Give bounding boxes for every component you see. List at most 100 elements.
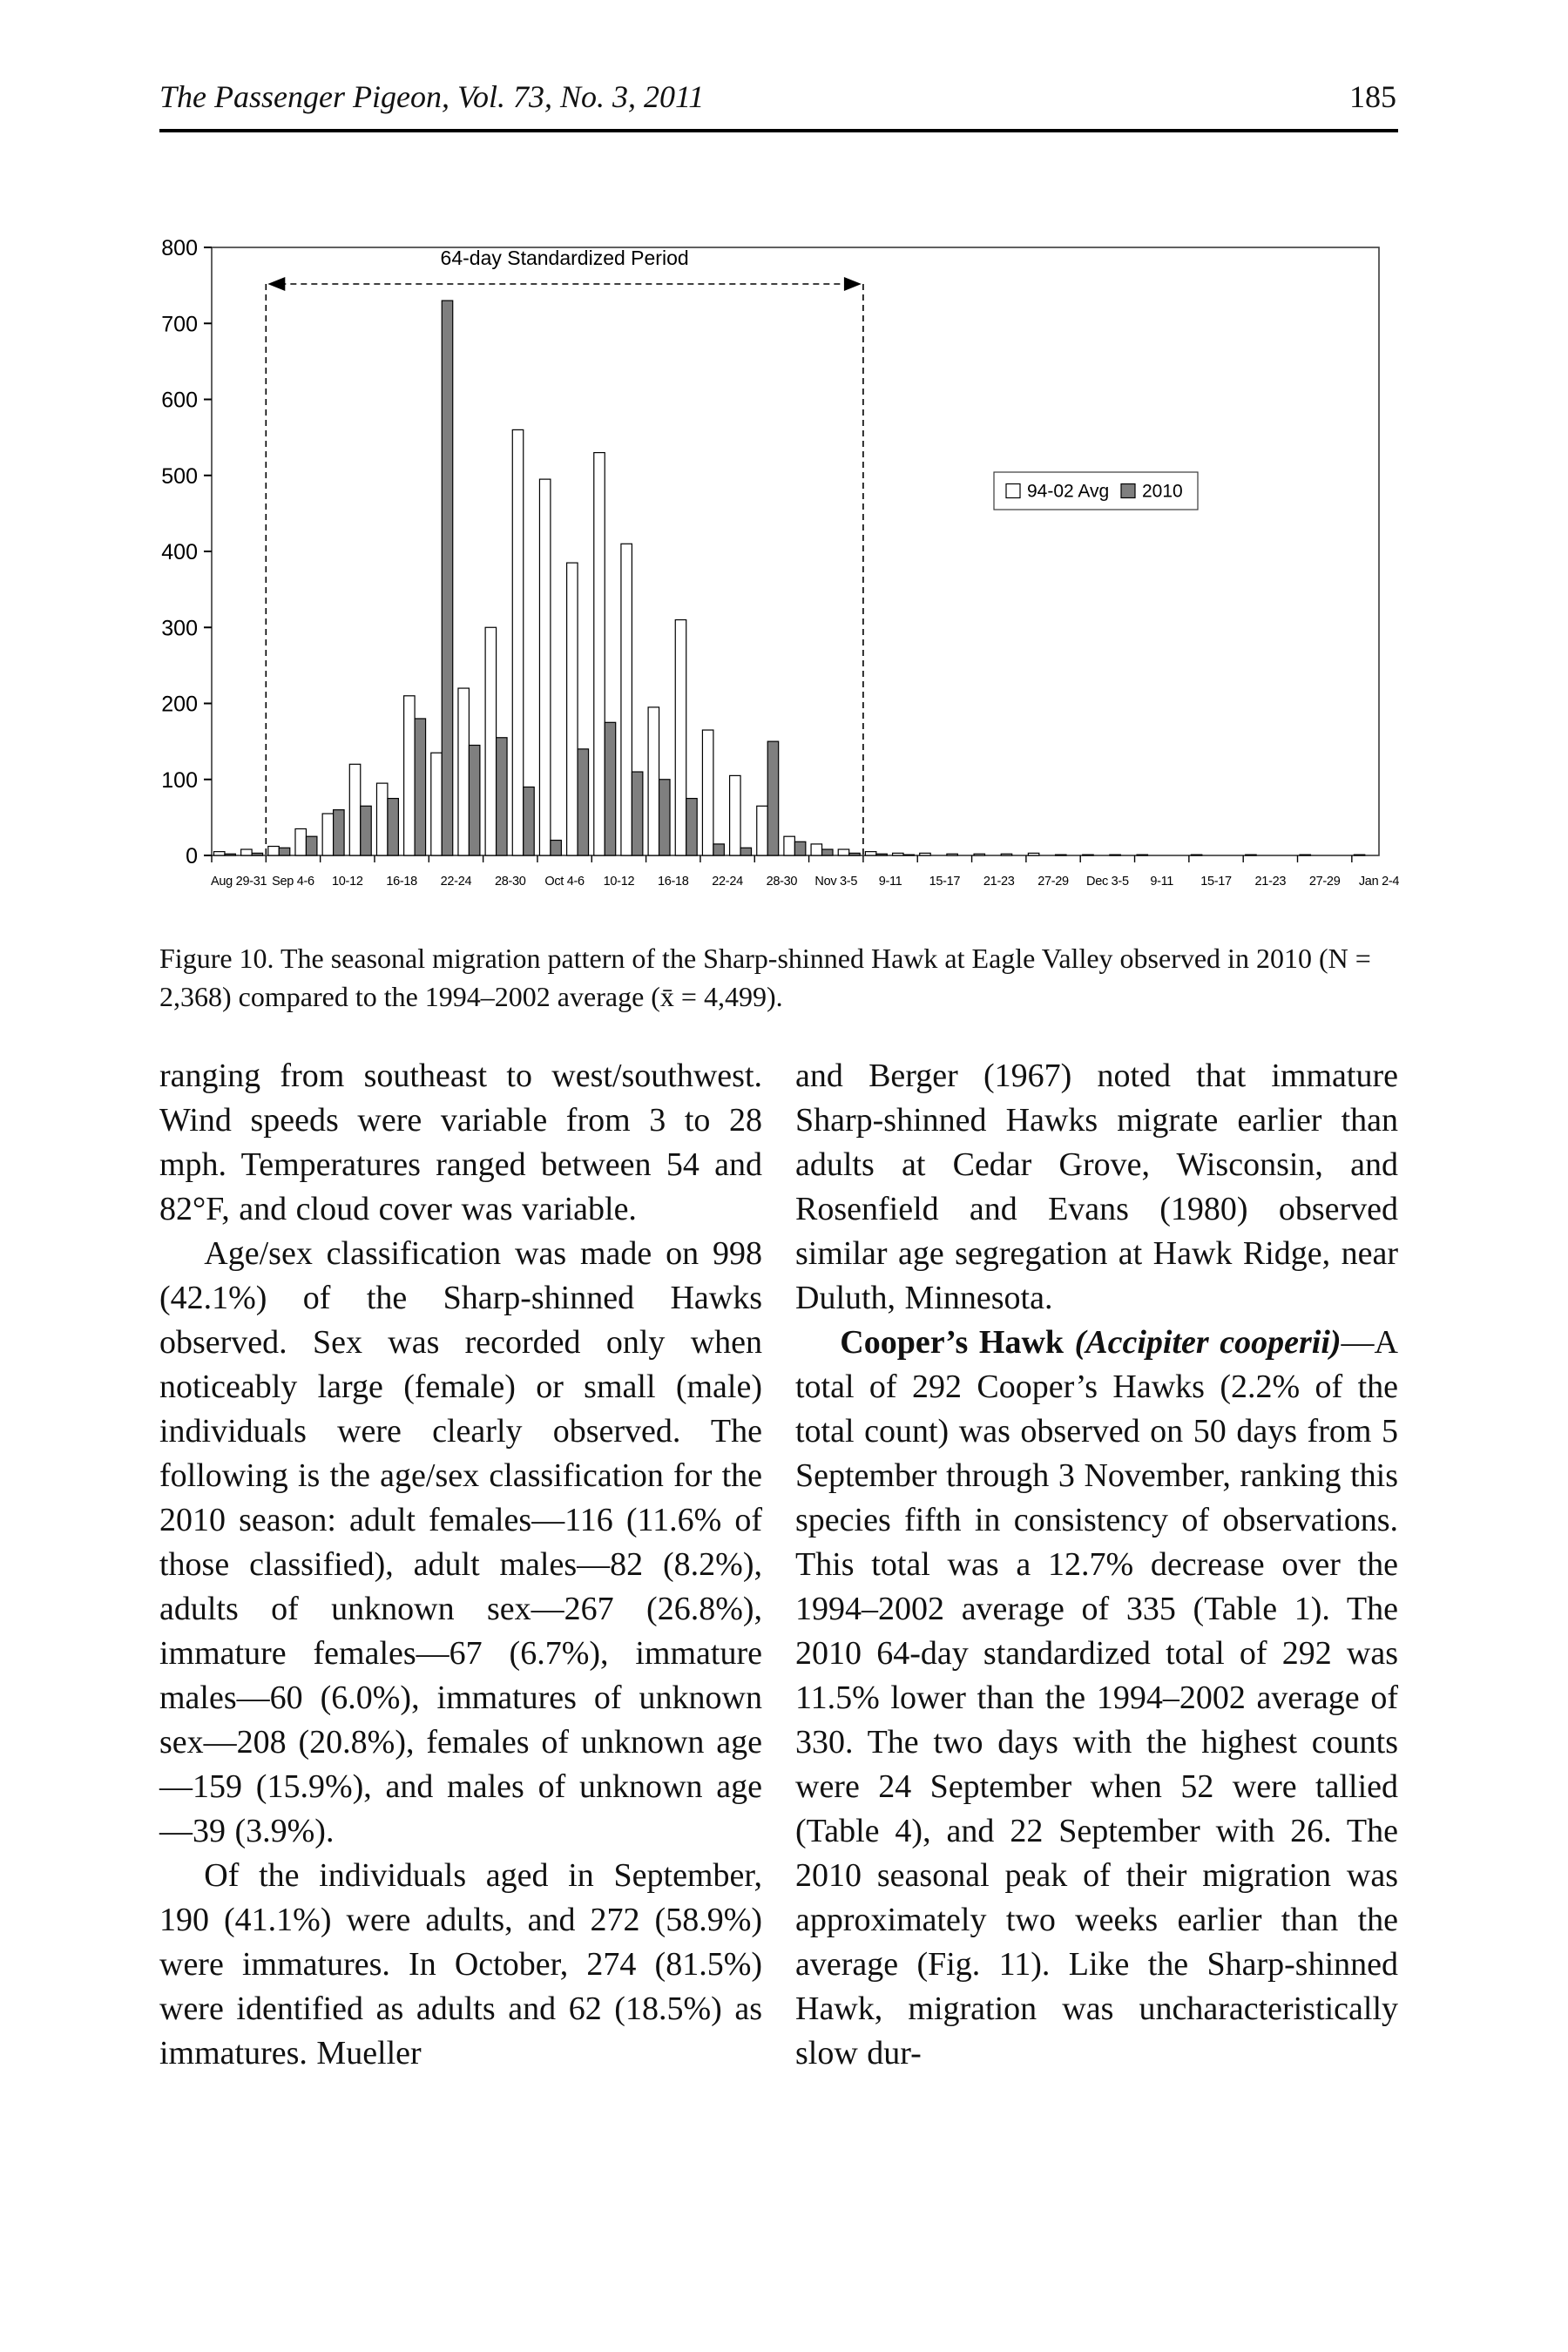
bar-94-02 Avg — [294, 828, 308, 856]
arrowhead-right — [843, 277, 862, 291]
bar-94-02 Avg — [783, 835, 795, 856]
x-tick-label: 10-12 — [604, 875, 635, 889]
species-latin-name: (Accipiter cooperii) — [1074, 1324, 1342, 1361]
bar-2010 — [387, 797, 399, 856]
period-annotation: 64-day Standardized Period — [441, 247, 689, 269]
paragraph-aged-individuals: Of the individuals aged in September, 19… — [159, 1857, 762, 2072]
x-tick-label: 9-11 — [879, 875, 902, 889]
bar-94-02 Avg — [647, 706, 660, 856]
bar-2010 — [713, 843, 725, 856]
bar-94-02 Avg — [891, 852, 904, 856]
paragraph-text: —A total of 292 Cooper’s Hawks (2.2% of … — [795, 1324, 1398, 2072]
x-tick-label: 27-29 — [1309, 875, 1341, 889]
body-columns: ranging from southeast to west/southwest… — [159, 1054, 1398, 2076]
bar-2010 — [875, 853, 888, 856]
y-tick-label: 300 — [161, 616, 198, 640]
bar-94-02 Avg — [864, 851, 877, 856]
plot-area — [211, 247, 1380, 856]
y-tick-label: 0 — [186, 844, 198, 868]
bar-94-02 Avg — [674, 618, 687, 856]
bar-94-02 Avg — [484, 626, 497, 856]
migration-bar-chart: 0 100 200 300 400 500 600 700 800 Aug 29-31 Sep 4-… — [161, 236, 1399, 889]
x-tick-label: Jan 2-4 — [1359, 875, 1399, 889]
bar-2010 — [414, 718, 427, 856]
bar-2010 — [224, 853, 237, 856]
x-tick-label: 9-11 — [1150, 875, 1173, 889]
bar-2010 — [821, 848, 834, 856]
bar-94-02 Avg — [701, 729, 714, 856]
bar-94-02 Avg — [457, 687, 470, 856]
x-tick-label: Aug 29-31 — [211, 875, 267, 889]
bar-2010 — [767, 740, 780, 856]
bar-94-02 Avg — [213, 851, 226, 856]
bar-2010 — [740, 847, 753, 856]
header-rule — [159, 129, 1398, 132]
x-tick-label: 22-24 — [441, 875, 472, 889]
bar-94-02 Avg — [620, 543, 632, 856]
x-tick-label: 28-30 — [767, 875, 798, 889]
bar-94-02 Avg — [593, 451, 605, 856]
bar-94-02 Avg — [375, 782, 389, 856]
bar-94-02 Avg — [430, 752, 443, 856]
bar-2010 — [848, 852, 861, 856]
bar-2010 — [495, 737, 508, 856]
bar-2010 — [523, 786, 535, 856]
species-heading: Cooper’s Hawk — [840, 1324, 1064, 1361]
arrowhead-left — [267, 277, 286, 291]
bar-2010 — [550, 839, 562, 856]
legend-swatch — [1005, 483, 1021, 499]
bar-94-02 Avg — [267, 845, 280, 856]
bar-94-02 Avg — [946, 853, 958, 856]
bar-94-02 Avg — [728, 774, 741, 856]
bar-94-02 Avg — [837, 848, 850, 856]
bar-2010 — [278, 847, 291, 856]
bar-94-02 Avg — [403, 695, 416, 856]
y-tick-label: 500 — [161, 464, 198, 489]
y-tick-label: 700 — [161, 312, 198, 336]
paragraph-weather: ranging from southeast to west/southwest… — [159, 1058, 762, 1227]
bar-94-02 Avg — [348, 763, 362, 856]
x-tick-label: 27-29 — [1037, 875, 1069, 889]
left-column: ranging from southeast to west/southwest… — [159, 1054, 762, 2076]
bar-94-02 Avg — [538, 478, 551, 856]
bar-94-02 Avg — [240, 848, 253, 856]
x-tick-label: 28-30 — [495, 875, 526, 889]
bar-94-02 Avg — [756, 805, 768, 856]
bar-2010 — [577, 748, 590, 856]
bar-2010 — [468, 744, 481, 856]
paragraph-coopers-hawk: Cooper’s Hawk (Accipiter cooperii)—A tot… — [795, 1321, 1398, 2076]
x-tick-label: 16-18 — [386, 875, 417, 889]
x-tick-label: 21-23 — [983, 875, 1015, 889]
bar-94-02 Avg — [1027, 852, 1040, 856]
x-tick-label: Oct 4-6 — [544, 875, 585, 889]
y-tick-label: 600 — [161, 389, 198, 413]
x-tick-label: 22-24 — [712, 875, 743, 889]
right-column: and Berger (1967) noted that immature Sh… — [795, 1054, 1398, 2076]
legend-label: 2010 — [1142, 482, 1183, 502]
bar-2010 — [251, 852, 264, 856]
bar-94-02 Avg — [511, 429, 524, 856]
bar-2010 — [360, 805, 372, 856]
x-tick-label: Sep 4-6 — [272, 875, 314, 889]
x-tick-label: 21-23 — [1255, 875, 1287, 889]
x-tick-label: Nov 3-5 — [814, 875, 857, 889]
y-tick-label: 100 — [161, 768, 198, 793]
figure-caption: Figure 10. The seasonal migration patter… — [159, 943, 1371, 1012]
y-tick-label: 200 — [161, 693, 198, 717]
x-tick-label: Dec 3-5 — [1086, 875, 1129, 889]
page-header: The Passenger Pigeon, Vol. 73, No. 3, 20… — [159, 78, 1396, 118]
bar-2010 — [794, 841, 807, 856]
bar-2010 — [631, 771, 644, 856]
bar-2010 — [686, 797, 698, 856]
bar-2010 — [604, 721, 617, 856]
x-tick-label: 16-18 — [658, 875, 689, 889]
x-tick-label: 10-12 — [332, 875, 363, 889]
bar-94-02 Avg — [1000, 853, 1013, 856]
legend-label: 94-02 Avg — [1027, 482, 1109, 502]
bar-94-02 Avg — [566, 562, 578, 856]
bar-2010 — [333, 809, 345, 856]
bar-94-02 Avg — [919, 852, 931, 856]
x-tick-label: 15-17 — [929, 875, 961, 889]
x-tick-label: 15-17 — [1200, 875, 1232, 889]
